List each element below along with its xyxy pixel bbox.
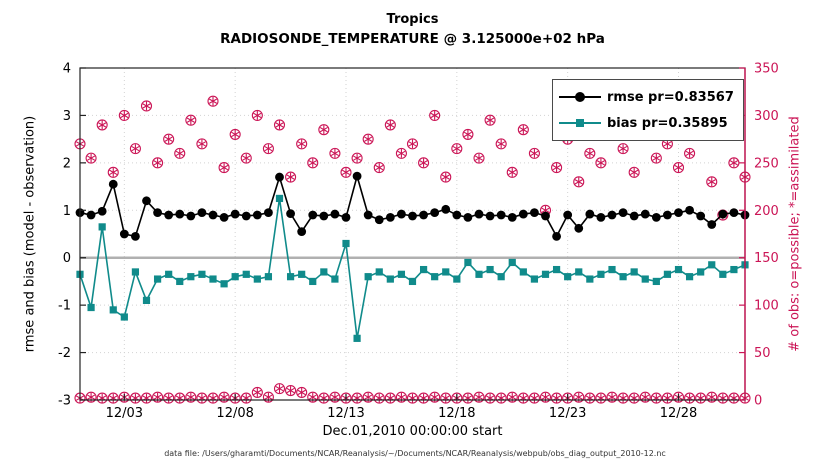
rmse-legend-marker [559, 90, 601, 104]
left-tick-label: -3 [58, 394, 71, 409]
right-tick-label: 300 [754, 109, 779, 124]
left-tick-label: 1 [63, 204, 71, 219]
x-tick-label: 12/03 [106, 406, 143, 421]
left-tick-label: -2 [58, 346, 71, 361]
tick-labels: 4 3 2 1 0 -1 -2 -3 350 300 250 200 150 100 50 0 12/03 12/… [58, 62, 779, 422]
chart-title: Tropics RADIOSONDE_TEMPERATURE @ 3.12500… [80, 10, 745, 49]
axes-box [79, 67, 746, 401]
filled-circle-icon [575, 92, 585, 102]
left-tick-label: -1 [58, 299, 71, 314]
legend-entry-bias: bias pr=0.35895 [559, 110, 737, 136]
right-tick-label: 150 [754, 251, 779, 266]
chart-title-region: Tropics [386, 12, 439, 27]
right-tick-label: 200 [754, 204, 779, 219]
left-tick-label: 4 [63, 62, 71, 77]
right-tick-label: 0 [754, 394, 762, 409]
filled-square-icon [576, 119, 584, 127]
legend-entry-rmse: rmse pr=0.83567 [559, 84, 737, 110]
right-tick-label: 50 [754, 346, 771, 361]
x-tick-label: 12/13 [327, 406, 364, 421]
obs-count-markers [74, 95, 751, 404]
rmse-series [75, 171, 750, 241]
x-tick-label: 12/23 [549, 406, 586, 421]
x-tick-label: 12/08 [216, 406, 253, 421]
legend-box: rmse pr=0.83567 bias pr=0.35895 [552, 79, 744, 141]
left-tick-label: 2 [63, 156, 71, 171]
right-tick-label: 250 [754, 156, 779, 171]
right-tick-label: 350 [754, 62, 779, 77]
legend-label-rmse: rmse pr=0.83567 [607, 89, 734, 105]
data-file-caption: data file: /Users/gharamti/Documents/NCA… [164, 449, 666, 458]
legend-label-bias: bias pr=0.35895 [607, 115, 728, 131]
left-tick-label: 3 [63, 109, 71, 124]
bias-series [76, 194, 749, 342]
x-tick-label: 12/18 [438, 406, 475, 421]
x-tick-label: 12/28 [660, 406, 697, 421]
right-tick-label: 100 [754, 299, 779, 314]
x-axis-label: Dec.01,2010 00:00:00 start [322, 424, 503, 439]
bias-legend-marker [559, 116, 601, 130]
chart-title-variable: RADIOSONDE_TEMPERATURE @ 3.125000e+02 hP… [220, 31, 605, 47]
left-tick-label: 0 [63, 251, 71, 266]
